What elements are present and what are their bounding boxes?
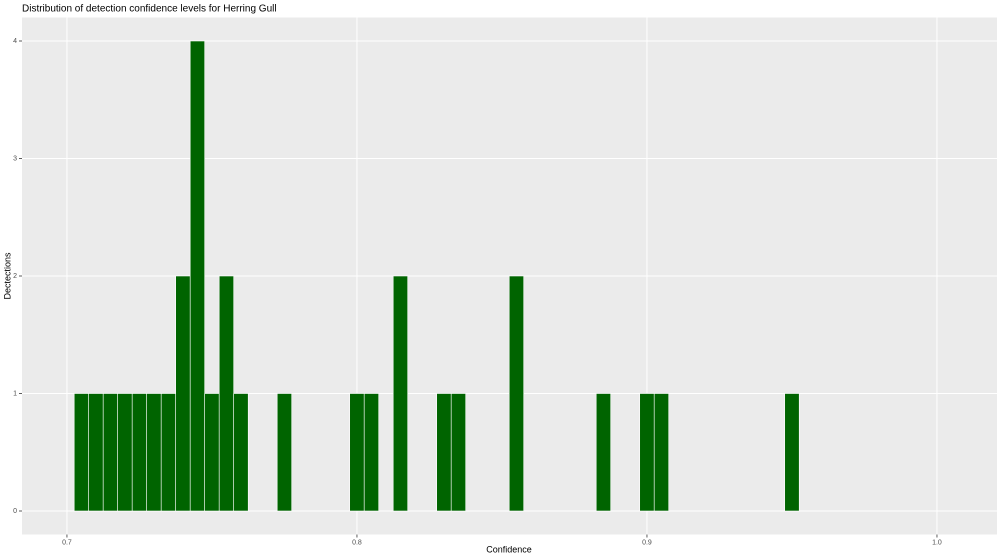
y-axis-label: Dectections [2,252,12,300]
y-tick-label: 2 [13,273,17,280]
bar [131,393,148,512]
bar [88,393,104,512]
chart-title: Distribution of detection confidence lev… [22,4,277,15]
bar [175,275,191,512]
bar [349,393,365,512]
x-axis-label: Confidence [486,544,532,554]
x-tick-label: 0.9 [642,539,652,546]
bar [160,393,177,512]
x-tick-label: 0.8 [352,539,362,546]
bar [639,393,655,512]
bar [436,393,452,512]
bar [784,393,800,512]
bar [653,393,670,512]
bar [595,393,612,512]
bar [276,393,293,512]
bar [363,393,380,512]
y-tick-label: 1 [13,390,17,397]
bar [73,393,90,512]
bar [102,393,119,512]
y-tick-label: 0 [13,508,17,515]
x-tick-label: 0.7 [62,539,72,546]
bar [508,275,525,512]
bar [392,275,409,512]
bar [189,40,206,512]
bar [204,393,220,512]
y-tick-label: 3 [13,155,17,162]
x-tick-label: 1.0 [932,539,942,546]
bar [450,393,467,512]
bar [117,393,133,512]
bar [233,393,249,512]
y-tick-label: 4 [13,38,17,45]
bar [146,393,162,512]
bar [218,275,235,512]
